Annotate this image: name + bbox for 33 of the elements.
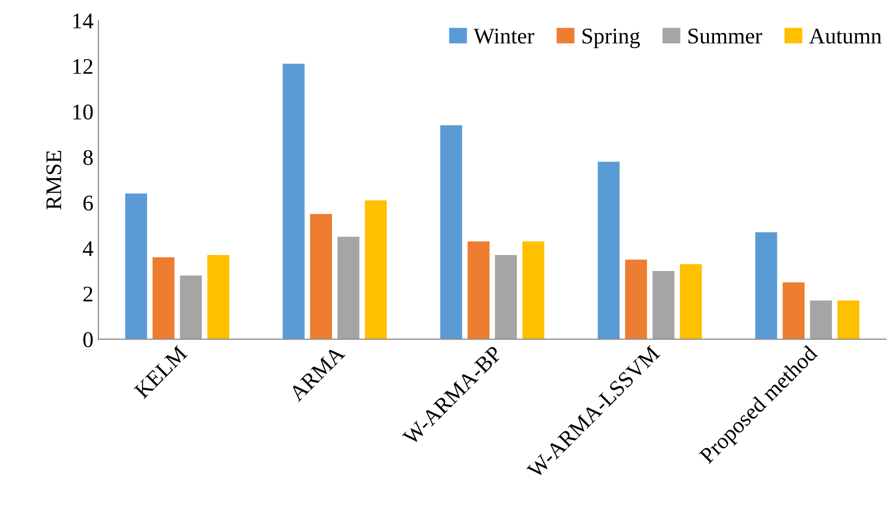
bar: [598, 162, 620, 340]
y-tick-label: 8: [83, 150, 93, 166]
bar: [652, 270, 674, 340]
bar: [180, 276, 202, 340]
bar: [680, 264, 702, 340]
bar: [782, 282, 805, 340]
bar: [625, 260, 648, 340]
bar: [494, 255, 517, 340]
bar: [125, 194, 148, 340]
bar: [468, 241, 490, 340]
legend-label: Spring: [582, 28, 640, 48]
y-tick-label: 2: [83, 286, 92, 302]
y-tick-label: 0: [83, 332, 93, 348]
legend-label: Summer: [688, 28, 762, 44]
bar: [310, 214, 332, 340]
legend-label: Autumn: [809, 28, 882, 44]
y-tick-label: 6: [83, 196, 93, 211]
bar: [522, 241, 544, 340]
bar: [810, 300, 832, 340]
bar: [282, 64, 305, 340]
y-tick-label: 4: [82, 241, 94, 256]
legend-label: Winter: [474, 28, 534, 44]
bar: [440, 125, 462, 340]
y-tick-label: 12: [73, 59, 92, 74]
bar: [364, 200, 387, 340]
bar: [837, 300, 860, 340]
bar: [337, 236, 360, 340]
bar: [207, 255, 230, 340]
y-axis-title: RMSE: [46, 150, 62, 210]
y-tick-label: 14: [73, 14, 94, 28]
y-tick-label: 10: [73, 104, 93, 120]
bar: [152, 257, 174, 340]
bar: [755, 232, 778, 340]
